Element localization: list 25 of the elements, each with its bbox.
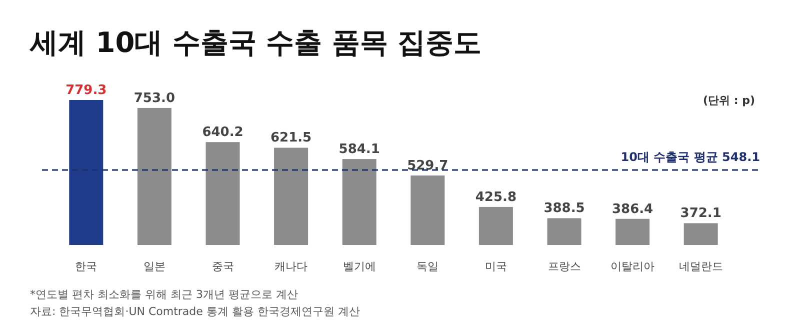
x-tick-label: 독일 xyxy=(416,260,439,273)
data-label: 753.0 xyxy=(134,90,176,106)
data-label: 779.3 xyxy=(66,83,107,98)
ref-line-label: 10대 수출국 평균 548.1 xyxy=(620,150,760,164)
data-label: 621.5 xyxy=(270,130,312,146)
data-label: 584.1 xyxy=(338,142,380,158)
text: *연도별 편차 최소화를 위해 최근 3개년 평균으로 계산 xyxy=(30,288,298,301)
x-tick-label: 일본 xyxy=(143,260,166,273)
data-label: 386.4 xyxy=(612,202,654,217)
x-tick-label: 중국 xyxy=(212,260,234,273)
data-label: 640.2 xyxy=(202,125,244,140)
x-tick-label: 이탈리아 xyxy=(610,260,655,273)
data-label: 529.7 xyxy=(407,158,448,174)
data-label: 425.8 xyxy=(475,190,517,205)
x-tick-label: 네덜란드 xyxy=(678,260,723,273)
x-tick-label: 한국 xyxy=(75,260,98,273)
x-tick-label: 캐나다 xyxy=(274,260,308,273)
x-tick-label: 벨기에 xyxy=(342,260,376,273)
chart-title: 세계 10대 수출국 수출 품목 집중도 xyxy=(29,26,482,59)
annotation: (단위 : p) xyxy=(703,94,755,107)
x-tick-label: 프랑스 xyxy=(548,260,581,273)
text: 자료: 한국무역협회·UN Comtrade 통계 활용 한국경제연구원 계산 xyxy=(30,305,360,318)
data-label: 372.1 xyxy=(680,206,722,222)
x-tick-label: 미국 xyxy=(484,260,507,273)
data-label: 388.5 xyxy=(544,201,585,216)
